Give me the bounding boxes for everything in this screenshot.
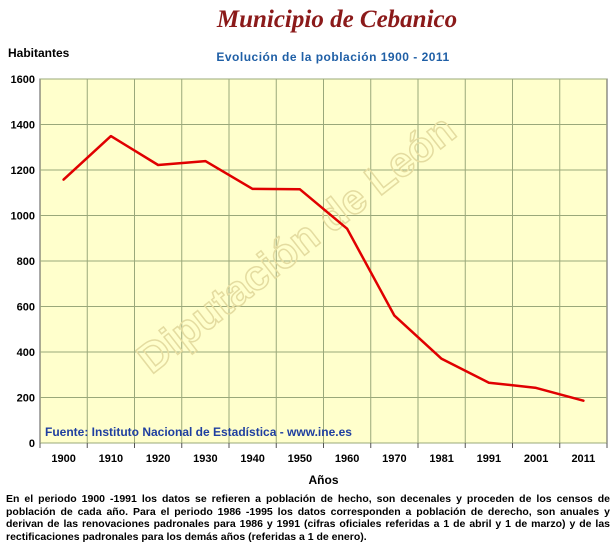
source-note: Fuente: Instituto Nacional de Estadístic… (45, 425, 352, 439)
x-tick-label: 1950 (288, 453, 312, 465)
x-tick-label: 1970 (382, 453, 406, 465)
x-tick-label: 1910 (99, 453, 123, 465)
footnote: En el periodo 1900 -1991 los datos se re… (6, 493, 610, 543)
grid-lines (39, 78, 608, 448)
y-tick-label: 200 (17, 393, 35, 405)
x-tick-label: 1960 (335, 453, 359, 465)
series-group (62, 134, 585, 402)
x-tick-label: 1930 (193, 453, 217, 465)
chart-subtitle: Evolución de la población 1900 - 2011 (216, 50, 450, 64)
x-tick-label: 1900 (51, 453, 75, 465)
y-tick-label: 0 (29, 438, 35, 450)
y-tick-label: 1600 (11, 74, 35, 86)
y-tick-label: 600 (17, 302, 35, 314)
x-tick-label: 1940 (240, 453, 264, 465)
x-tick-label: 2001 (524, 453, 548, 465)
x-axis-label: Años (309, 473, 339, 487)
series-line (62, 134, 585, 402)
y-axis-label: Habitantes (8, 46, 70, 60)
y-tick-label: 1200 (11, 165, 35, 177)
page-title: Municipio de Cebanico (216, 6, 458, 33)
y-tick-labels: 0 200 400 600 800 1000 1200 1400 1600 (11, 74, 35, 450)
x-tick-labels: 1900 1910 1920 1930 1940 1950 1960 1970 1981 1991… (51, 453, 595, 465)
y-tick-label: 400 (17, 347, 35, 359)
population-chart: Diputación de León 020040060080010001200… (11, 74, 608, 487)
y-tick-label: 1000 (11, 211, 35, 223)
y-tick-label: 800 (17, 256, 35, 268)
y-tick-label: 1400 (11, 120, 35, 132)
x-tick-label: 1981 (429, 453, 453, 465)
x-tick-label: 2011 (571, 453, 595, 465)
x-tick-label: 1920 (146, 453, 170, 465)
x-tick-label: 1991 (477, 453, 501, 465)
